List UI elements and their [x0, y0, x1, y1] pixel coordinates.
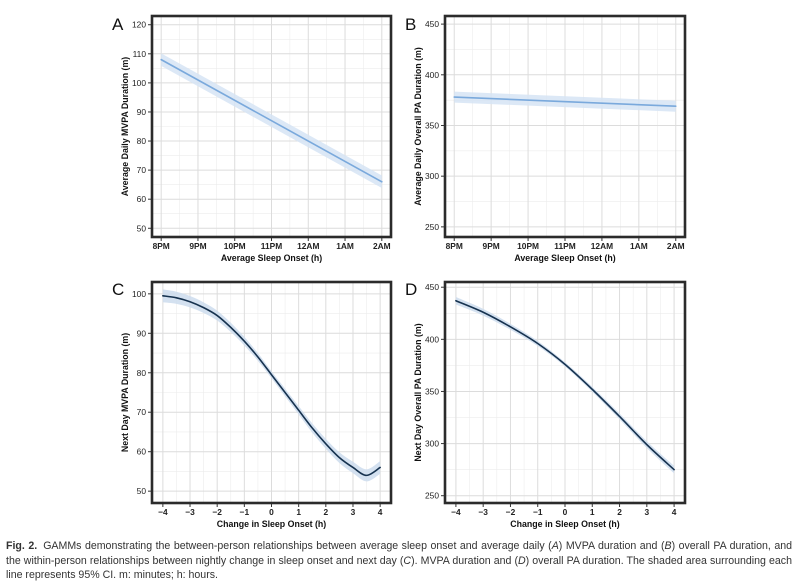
panel-c-x-tick-label: −4: [158, 507, 168, 517]
panel-b-y-tick-label: 400: [425, 70, 439, 80]
panel-b: 8PM 9PM 10PM 11PM 12AM 1AM 2AM 250 300 350 400 450 A…: [405, 14, 687, 263]
caption-text-2: ) MVPA duration and (: [558, 540, 665, 552]
panel-c-y-tick-label: 70: [137, 407, 147, 417]
panel-d-x-tick-label: 2: [617, 507, 622, 517]
panel-d-x-tick-label: 1: [590, 507, 595, 517]
caption-label: Fig. 2.: [6, 540, 38, 552]
panel-c-x-tick-label: −2: [212, 507, 222, 517]
panel-c-panel-label: C: [112, 280, 124, 299]
panel-c-y-tick-label: 100: [132, 289, 146, 299]
panel-d-x-tick-label: −2: [506, 507, 516, 517]
panel-d-x-tick-label: 0: [563, 507, 568, 517]
panel-a-x-tick-label: 2AM: [373, 241, 391, 251]
panel-c-y-axis-title: Next Day MVPA Duration (m): [120, 333, 130, 452]
panel-a-y-axis-title: Average Daily MVPA Duration (m): [120, 57, 130, 197]
panel-c-x-tick-label: 2: [323, 507, 328, 517]
panel-b-x-tick-label: 9PM: [483, 241, 500, 251]
panel-a-y-tick-label: 120: [132, 20, 146, 30]
panel-c: −4 −3 −2 −1 0 1 2 3 4 50 60 70 80 90 100 Change in Slee…: [112, 280, 393, 529]
panel-a-y-tick-label: 60: [137, 194, 147, 204]
panel-c-y-tick-label: 60: [137, 447, 147, 457]
panel-d-y-tick-label: 350: [425, 386, 439, 396]
panel-c-x-tick-label: 3: [351, 507, 356, 517]
panel-a-x-tick-label: 8PM: [153, 241, 170, 251]
panel-a-x-tick-label: 9PM: [189, 241, 206, 251]
panel-b-frame: [443, 14, 687, 239]
panel-c-x-tick-label: 1: [296, 507, 301, 517]
panel-b-panel-label: B: [405, 15, 416, 34]
panel-b-x-tick-label: 2AM: [667, 241, 685, 251]
panel-b-y-tick-label: 250: [425, 222, 439, 232]
panel-d-x-tick-label: −3: [478, 507, 488, 517]
panel-d: −4 −3 −2 −1 0 1 2 3 4 250 300 350 400 450 Change in Sl…: [405, 280, 687, 529]
panel-b-x-tick-label: 11PM: [554, 241, 575, 251]
panel-a-y-tick-label: 50: [137, 223, 147, 233]
panel-d-x-tick-label: −1: [533, 507, 543, 517]
caption-text-1: GAMMs demonstrating the between-person r…: [43, 540, 552, 552]
panel-c-x-tick-label: −3: [185, 507, 195, 517]
panel-c-fit-line: [162, 295, 381, 477]
caption-text-3: ) overall PA duration, and the within-pe…: [6, 540, 792, 567]
panel-d-x-tick-label: 4: [672, 507, 677, 517]
caption-text-4: ). MVPA duration and (: [411, 554, 519, 567]
panel-d-y-tick-label: 400: [425, 334, 439, 344]
panel-d-frame: [443, 280, 687, 505]
panel-b-y-tick-label: 450: [425, 19, 439, 29]
panel-a-y-tick-label: 100: [132, 78, 146, 88]
caption-text-5: ) overall PA duration. The shaded area s…: [6, 554, 792, 582]
panel-a-y-tick-label: 70: [137, 165, 147, 175]
panel-c-x-tick-label: 0: [269, 507, 274, 517]
panel-c-frame: [150, 280, 393, 505]
panel-d-x-tick-label: 3: [644, 507, 649, 517]
caption-ref-a: A: [551, 540, 559, 552]
caption-ref-b: B: [664, 540, 672, 552]
caption-ref-d: D: [518, 554, 526, 567]
panel-d-x-tick-label: −4: [451, 507, 461, 517]
panel-a-y-tick-label: 80: [137, 136, 147, 146]
panel-b-x-tick-label: 10PM: [517, 241, 539, 251]
panel-b-x-tick-label: 8PM: [446, 241, 463, 251]
panel-c-x-axis-title: Change in Sleep Onset (h): [217, 519, 327, 529]
panel-b-y-tick-label: 350: [425, 120, 439, 130]
panel-a-fit-line: [160, 58, 383, 183]
panel-d-x-axis-title: Change in Sleep Onset (h): [510, 519, 620, 529]
panel-c-x-tick-label: −1: [240, 507, 250, 517]
panel-d-y-tick-label: 300: [425, 439, 439, 449]
panel-b-x-tick-label: 12AM: [591, 241, 613, 251]
panel-a: 8PM 9PM 10PM 11PM 12AM 1AM 2AM 50 60 70 80 90 100 110…: [112, 14, 393, 263]
panel-d-y-tick-label: 250: [425, 491, 439, 501]
panel-c-y-tick-label: 80: [137, 368, 147, 378]
panel-b-x-axis-title: Average Sleep Onset (h): [514, 253, 615, 263]
panel-a-y-tick-label: 110: [133, 49, 147, 59]
panel-d-y-axis-title: Next Day Overall PA Duration (m): [413, 323, 423, 461]
panel-a-x-tick-label: 1AM: [336, 241, 354, 251]
figure-canvas: 8PM 9PM 10PM 11PM 12AM 1AM 2AM5060708090100110…: [112, 14, 687, 529]
panel-d-y-tick-label: 450: [425, 282, 439, 292]
panel-a-x-axis-title: Average Sleep Onset (h): [221, 253, 322, 263]
figure-caption: Fig. 2. GAMMs demonstrating the between-p…: [6, 539, 792, 583]
panel-c-x-tick-label: 4: [378, 507, 383, 517]
caption-ref-c: C: [403, 554, 412, 567]
panel-a-x-tick-label: 12AM: [297, 241, 319, 251]
panel-d-fit-line: [455, 299, 675, 471]
panel-b-y-axis-title: Average Daily Overall PA Duration (m): [413, 47, 423, 206]
panel-a-y-tick-label: 90: [137, 107, 147, 117]
panel-b-x-tick-label: 1AM: [630, 241, 648, 251]
panel-b-fit-line: [453, 96, 677, 108]
panel-a-frame: [150, 14, 393, 239]
panel-a-x-tick-label: 10PM: [224, 241, 246, 251]
panel-a-x-tick-label: 11PM: [261, 241, 282, 251]
panel-a-panel-label: A: [112, 15, 124, 34]
panel-c-y-tick-label: 90: [137, 328, 147, 338]
panel-d-panel-label: D: [405, 280, 417, 299]
panel-c-y-tick-label: 50: [137, 486, 147, 496]
panel-b-y-tick-label: 300: [425, 171, 439, 181]
